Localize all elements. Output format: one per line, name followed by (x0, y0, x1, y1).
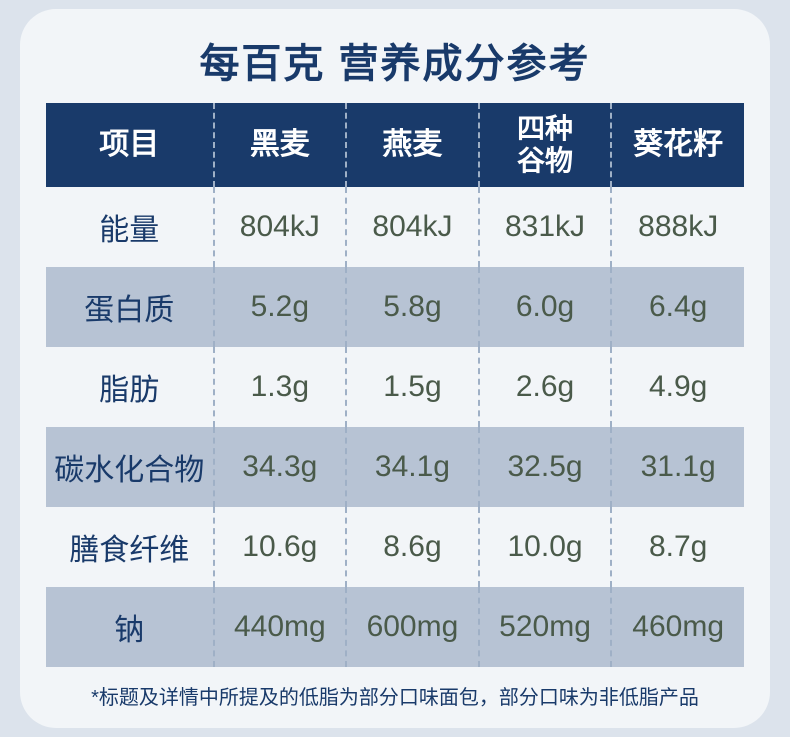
row-label: 蛋白质 (46, 267, 214, 347)
table-row: 蛋白质 5.2g 5.8g 6.0g 6.4g (46, 267, 744, 347)
cell: 10.0g (479, 507, 612, 587)
footnote: *标题及详情中所提及的低脂为部分口味面包，部分口味为非低脂产品 (46, 681, 744, 710)
col-header-rye: 黑麦 (214, 103, 347, 187)
table-row: 碳水化合物 34.3g 34.1g 32.5g 31.1g (46, 427, 744, 507)
cell: 8.7g (611, 507, 744, 587)
cell: 804kJ (214, 187, 347, 267)
nutrition-table: 项目 黑麦 燕麦 四种谷物 葵花籽 能量 804kJ 804kJ 831kJ 8… (46, 103, 744, 667)
cell: 2.6g (479, 347, 612, 427)
col-header-oat: 燕麦 (346, 103, 479, 187)
cell: 8.6g (346, 507, 479, 587)
card-title: 每百克 营养成分参考 (46, 31, 744, 89)
cell: 440mg (214, 587, 347, 667)
row-label: 钠 (46, 587, 214, 667)
cell: 520mg (479, 587, 612, 667)
cell: 34.3g (214, 427, 347, 507)
cell: 804kJ (346, 187, 479, 267)
cell: 31.1g (611, 427, 744, 507)
cell: 831kJ (479, 187, 612, 267)
table-row: 钠 440mg 600mg 520mg 460mg (46, 587, 744, 667)
row-label: 能量 (46, 187, 214, 267)
row-label: 碳水化合物 (46, 427, 214, 507)
cell: 600mg (346, 587, 479, 667)
row-label: 膳食纤维 (46, 507, 214, 587)
cell: 34.1g (346, 427, 479, 507)
cell: 10.6g (214, 507, 347, 587)
row-label: 脂肪 (46, 347, 214, 427)
cell: 5.2g (214, 267, 347, 347)
cell: 888kJ (611, 187, 744, 267)
cell: 6.4g (611, 267, 744, 347)
col-header-grains: 四种谷物 (479, 103, 612, 187)
table-row: 脂肪 1.3g 1.5g 2.6g 4.9g (46, 347, 744, 427)
nutrition-card: 每百克 营养成分参考 项目 黑麦 燕麦 四种谷物 葵花籽 能量 804kJ 80… (20, 9, 770, 728)
col-header-item: 项目 (46, 103, 214, 187)
cell: 6.0g (479, 267, 612, 347)
cell: 460mg (611, 587, 744, 667)
cell: 4.9g (611, 347, 744, 427)
cell: 32.5g (479, 427, 612, 507)
cell: 5.8g (346, 267, 479, 347)
table-row: 膳食纤维 10.6g 8.6g 10.0g 8.7g (46, 507, 744, 587)
table-header-row: 项目 黑麦 燕麦 四种谷物 葵花籽 (46, 103, 744, 187)
cell: 1.3g (214, 347, 347, 427)
cell: 1.5g (346, 347, 479, 427)
col-header-seed: 葵花籽 (611, 103, 744, 187)
table-row: 能量 804kJ 804kJ 831kJ 888kJ (46, 187, 744, 267)
